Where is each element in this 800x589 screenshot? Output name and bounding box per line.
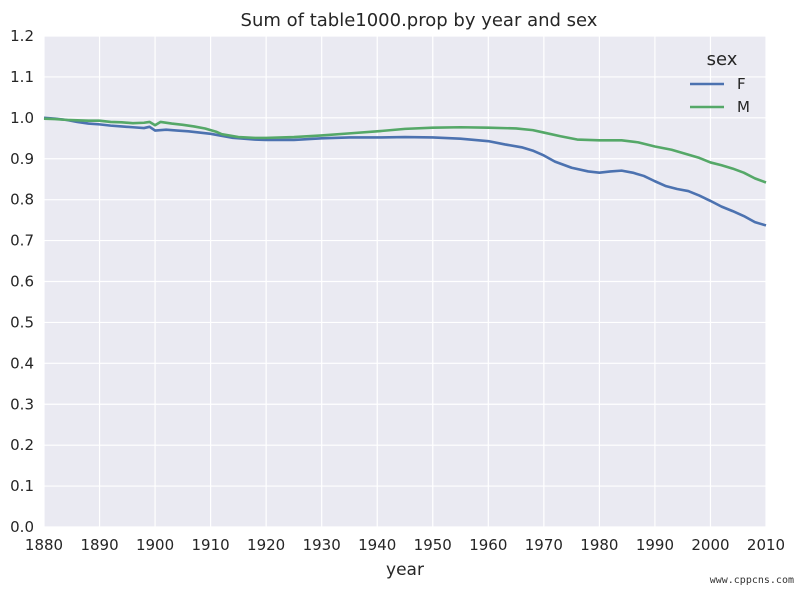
x-tick-label: 2010 — [747, 536, 785, 554]
y-tick-label: 0.7 — [10, 232, 34, 250]
y-tick-label: 1.0 — [10, 109, 34, 127]
x-tick-label: 1920 — [247, 536, 285, 554]
legend-title: sex — [707, 49, 738, 70]
y-tick-label: 0.6 — [10, 273, 34, 291]
y-tick-label: 1.1 — [10, 68, 34, 86]
x-tick-label: 1950 — [414, 536, 452, 554]
series-line-f — [43, 116, 767, 227]
y-tick-label: 0.1 — [10, 477, 34, 495]
y-tick-label: 0.8 — [10, 191, 34, 209]
y-tick-label: 0.3 — [10, 395, 34, 413]
y-axis-ticks: 0.0 0.1 0.2 0.3 0.4 0.5 0.6 0.7 0.8 0.9 1.0 1.1 1.2 — [10, 27, 34, 536]
series-line-m — [43, 117, 767, 184]
grid-lines — [43, 35, 767, 528]
x-tick-label: 1990 — [636, 536, 674, 554]
chart-title: Sum of table1000.prop by year and sex — [241, 10, 598, 31]
y-tick-label: 0.0 — [10, 518, 34, 536]
y-tick-label: 0.2 — [10, 436, 34, 454]
x-tick-label: 1980 — [580, 536, 618, 554]
x-tick-label: 1960 — [469, 536, 507, 554]
series-lines — [43, 116, 767, 227]
x-tick-label: 1900 — [136, 536, 174, 554]
x-tick-label: 2000 — [691, 536, 729, 554]
y-tick-label: 0.5 — [10, 313, 34, 331]
legend-label-f: F — [737, 75, 746, 93]
x-tick-label: 1890 — [80, 536, 118, 554]
x-tick-label: 1910 — [192, 536, 230, 554]
x-axis-title: year — [386, 560, 424, 580]
y-tick-label: 0.9 — [10, 150, 34, 168]
y-tick-label: 0.4 — [10, 354, 34, 372]
legend-label-m: M — [737, 98, 750, 116]
y-tick-label: 1.2 — [10, 27, 34, 45]
x-tick-label: 1930 — [303, 536, 341, 554]
x-tick-label: 1880 — [25, 536, 63, 554]
legend: sex FM — [690, 49, 750, 116]
x-axis-ticks: 1880 1890 1900 1910 1920 1930 1940 1950 1960 1970… — [25, 536, 785, 554]
x-tick-label: 1970 — [525, 536, 563, 554]
x-tick-label: 1940 — [358, 536, 396, 554]
watermark: www.cppcns.com — [707, 575, 796, 586]
